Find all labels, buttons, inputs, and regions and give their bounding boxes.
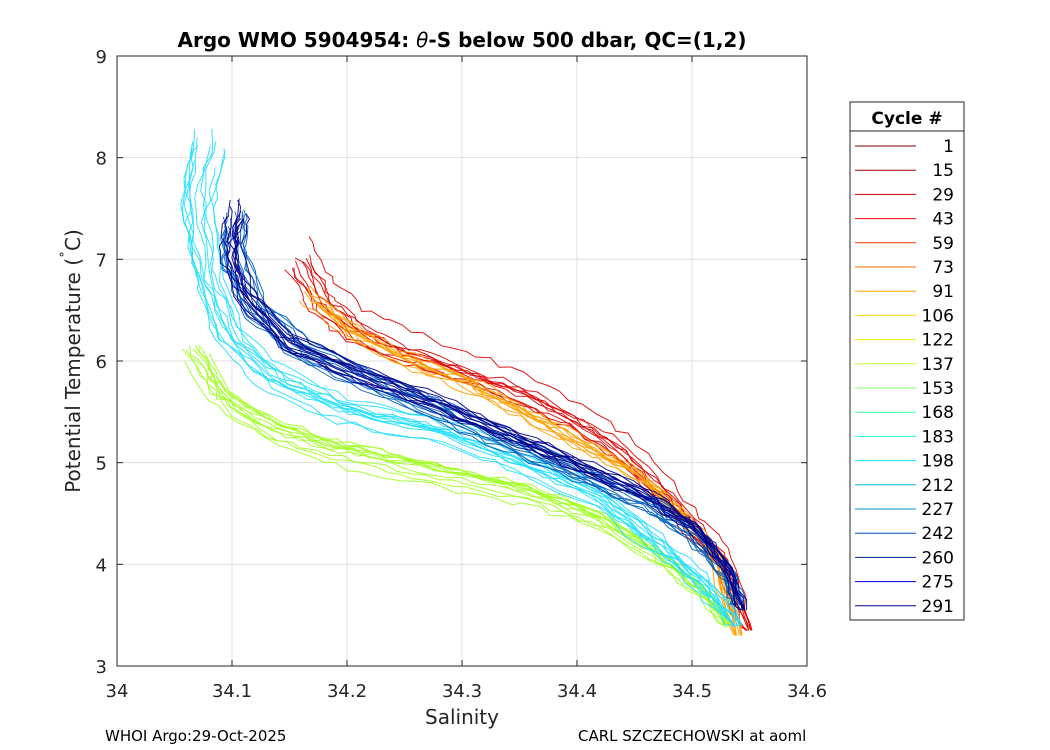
x-tick-label: 34.5 [672, 681, 712, 702]
x-tick-label: 34.1 [212, 681, 252, 702]
footer-left: WHOI Argo:29-Oct-2025 [105, 727, 286, 745]
y-tick-label: 6 [96, 352, 107, 373]
series-group [180, 128, 753, 636]
legend-label: 260 [922, 548, 954, 568]
profile-line [221, 228, 736, 606]
x-tick-label: 34.3 [442, 681, 482, 702]
profile-line [183, 129, 735, 626]
profile-line [200, 128, 740, 626]
legend-label: 198 [922, 452, 954, 472]
legend-label: 29 [932, 185, 954, 205]
legend-label: 59 [932, 234, 954, 254]
legend-entries: 1 15 29 43 59 73 91 106 122 137 153 168 183 198 212 227… [855, 137, 954, 617]
y-tick-label: 9 [96, 47, 107, 68]
legend-label: 212 [922, 476, 954, 496]
legend-label: 91 [932, 282, 954, 302]
legend-label: 242 [922, 524, 954, 544]
profile-line [225, 206, 743, 611]
legend-label: 73 [932, 258, 954, 278]
legend-label: 275 [922, 573, 954, 593]
y-axis-label: Potential Temperature (˚C) [59, 229, 85, 493]
x-axis-label: Salinity [425, 705, 499, 729]
series-5 [218, 198, 748, 611]
x-tick-label: 34.6 [787, 681, 827, 702]
legend-label: 43 [932, 210, 954, 230]
legend-label: 15 [932, 161, 954, 181]
profile-line [202, 141, 740, 626]
y-tick-label: 7 [96, 250, 107, 271]
legend-label: 122 [922, 331, 954, 351]
series-3 [180, 128, 744, 627]
x-tick-label: 34.4 [557, 681, 597, 702]
y-tick-label: 8 [96, 149, 107, 170]
profile-line [222, 216, 736, 606]
profile-line [185, 349, 725, 626]
profile-line [223, 222, 737, 606]
legend-label: 153 [922, 379, 954, 399]
profile-line [231, 218, 745, 611]
legend-label: 168 [922, 403, 954, 423]
profile-line [184, 160, 735, 626]
x-tick-label: 34.2 [327, 681, 367, 702]
legend-label: 183 [922, 427, 954, 447]
chart-title: Argo WMO 5904954: θ-S below 500 dbar, QC… [178, 28, 747, 52]
profile-line [228, 198, 745, 611]
footer-right: CARL SZCZECHOWSKI at aoml [578, 727, 806, 745]
legend-label: 291 [922, 597, 954, 617]
legend-label: 137 [922, 355, 954, 375]
profile-line [182, 143, 734, 626]
legend-title: Cycle # [871, 109, 942, 129]
profile-line [206, 373, 730, 628]
y-tick-label: 4 [96, 555, 107, 576]
profile-line [212, 148, 744, 626]
legend: Cycle # 11529435973911061221371531681831… [849, 101, 965, 621]
y-tick-label: 3 [96, 657, 107, 678]
profile-line [184, 360, 724, 626]
profile-line [240, 213, 748, 611]
grid [117, 56, 807, 666]
legend-label: 106 [922, 306, 954, 326]
profile-line [308, 236, 752, 631]
y-tick-label: 5 [96, 454, 107, 475]
legend-label: 227 [922, 500, 954, 520]
legend-label: 1 [943, 137, 954, 157]
x-tick-label: 34 [106, 681, 129, 702]
